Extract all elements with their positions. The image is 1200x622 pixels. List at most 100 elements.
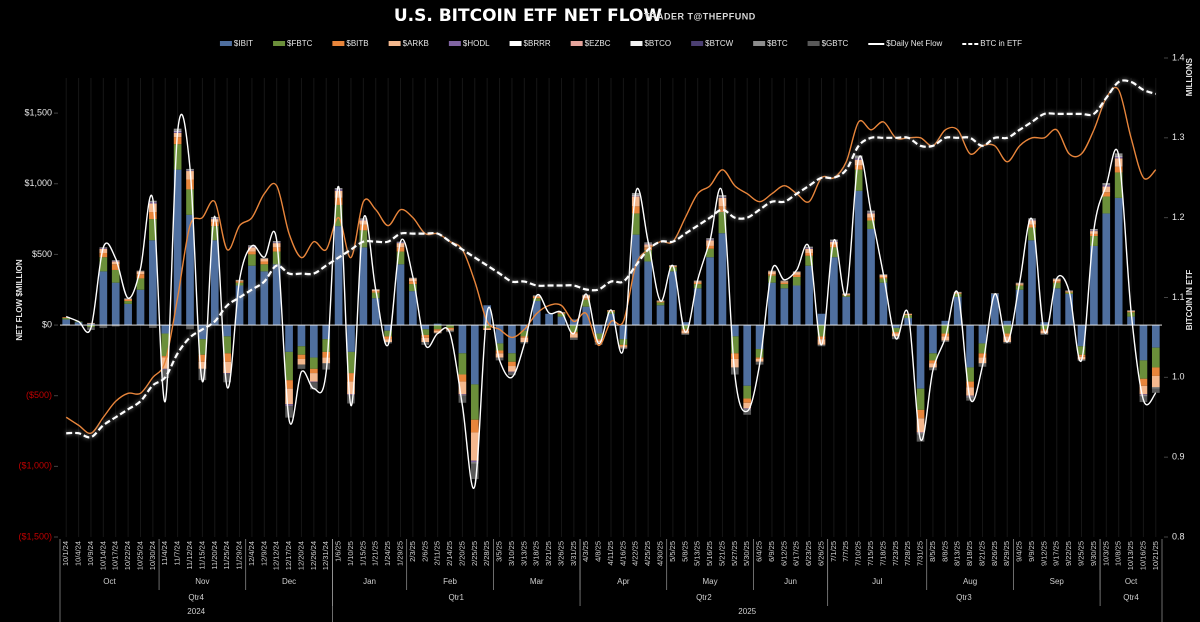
x-tick-label: 12/4/24: [247, 541, 256, 566]
x-tick-label: 8/5/25: [928, 541, 937, 562]
bar-segment: [409, 284, 417, 292]
bar-segment: [582, 299, 591, 307]
bar-segment: [619, 339, 628, 345]
x-tick-label: 12/17/24: [284, 541, 293, 570]
x-tick-label: 10/8/25: [1114, 541, 1123, 566]
x-tick-label: 6/9/25: [767, 541, 776, 562]
x-tick-label: 12/12/24: [272, 541, 281, 570]
x-tick-label: 9/4/25: [1015, 541, 1024, 562]
bar-segment: [458, 325, 467, 354]
x-tick-label: 11/25/24: [222, 541, 231, 570]
bar-segment: [1015, 289, 1024, 326]
bar-segment: [396, 247, 405, 252]
x-tick-label: 12/20/24: [296, 541, 305, 570]
dashed-line: [66, 79, 1157, 439]
bar-segment: [173, 169, 182, 326]
bar-segment: [198, 354, 207, 362]
bar-segment: [966, 381, 974, 388]
x-tick-label: 5/16/25: [705, 541, 714, 566]
bar-segment: [495, 350, 504, 354]
x-tick-label: 3/18/25: [532, 541, 541, 566]
bar-segment: [285, 404, 293, 406]
bar-segment: [272, 264, 281, 326]
bar-segment: [916, 409, 925, 419]
bar-segment: [768, 275, 776, 283]
bar-segment: [730, 358, 739, 368]
bar-segment: [495, 325, 504, 344]
quarter-label: Qtr3: [956, 593, 972, 602]
month-label: Mar: [530, 577, 544, 586]
bar-segment: [334, 189, 343, 191]
x-tick-label: 7/1/25: [829, 541, 838, 562]
bar-segment: [607, 313, 615, 326]
y2-tick-label: 1.4: [1172, 52, 1185, 62]
x-tick-label: 7/23/25: [891, 541, 900, 566]
bar-segment: [111, 325, 120, 327]
bar-segment: [371, 292, 380, 299]
bar-segment: [867, 220, 875, 229]
bar-segment: [817, 313, 826, 326]
bar-segment: [792, 277, 801, 286]
x-tick-label: 12/26/24: [309, 541, 318, 570]
year-label: 2025: [738, 607, 756, 616]
bar-segment: [124, 299, 132, 302]
bar-segment: [594, 340, 603, 343]
bar-segment: [198, 339, 207, 355]
bar-segment: [805, 265, 813, 326]
bar-segment: [1139, 378, 1148, 386]
bar-segment: [693, 282, 702, 285]
legend-label: $EZBC: [585, 39, 611, 48]
x-tick-label: 7/15/25: [866, 541, 875, 566]
x-tick-label: 1/29/25: [395, 541, 404, 566]
bar-segment: [557, 316, 566, 326]
bar-segment: [161, 325, 170, 334]
bar-segment: [433, 330, 442, 333]
bar-segment: [631, 213, 640, 235]
bar-segment: [322, 363, 331, 364]
bar-segment: [359, 247, 368, 326]
bar-segment: [149, 325, 157, 328]
bar-segment: [87, 323, 95, 326]
bar-segment: [582, 295, 591, 299]
bar-segment: [161, 356, 170, 358]
bar-segment: [966, 367, 974, 382]
bar-segment: [1003, 333, 1012, 337]
x-tick-label: 2/20/25: [457, 541, 466, 566]
bar-segment: [656, 305, 665, 326]
bar-segment: [136, 271, 145, 275]
bar-segment: [508, 366, 516, 372]
bar-segment: [297, 364, 306, 369]
x-tick-label: 10/17/24: [111, 541, 120, 570]
bar-segment: [805, 255, 813, 266]
bar-segment: [792, 272, 801, 275]
bar-segment: [891, 333, 900, 337]
bar-segment: [1114, 166, 1123, 173]
bar-segment: [830, 257, 838, 326]
bar-segment: [1102, 213, 1111, 326]
bar-segment: [1090, 236, 1098, 246]
bar-segment: [421, 325, 430, 330]
x-tick-label: 3/10/25: [507, 541, 516, 566]
bar-segment: [718, 206, 727, 213]
legend-swatch: [332, 41, 345, 46]
bar-segment: [508, 361, 516, 367]
bar-segment: [248, 246, 256, 248]
x-tick-label: 6/4/25: [755, 541, 764, 562]
bar-segment: [780, 288, 789, 326]
bar-segment: [297, 354, 306, 359]
month-label: Aug: [963, 577, 977, 586]
legend-label: $IBIT: [234, 39, 253, 48]
x-tick-label: 7/18/25: [878, 541, 887, 566]
x-tick-label: 6/12/25: [779, 541, 788, 566]
bar-segment: [570, 333, 578, 338]
bar-segment: [743, 398, 752, 403]
x-tick-label: 8/8/25: [940, 541, 949, 562]
y-tick-label: $1,000: [24, 178, 52, 188]
bar-segment: [594, 333, 603, 340]
bar-segment: [1090, 245, 1098, 326]
bar-segment: [235, 285, 244, 326]
bar-segment: [1139, 385, 1148, 395]
x-tick-label: 2/14/25: [445, 541, 454, 566]
bar-segment: [334, 197, 343, 205]
month-label: Oct: [1125, 577, 1138, 586]
